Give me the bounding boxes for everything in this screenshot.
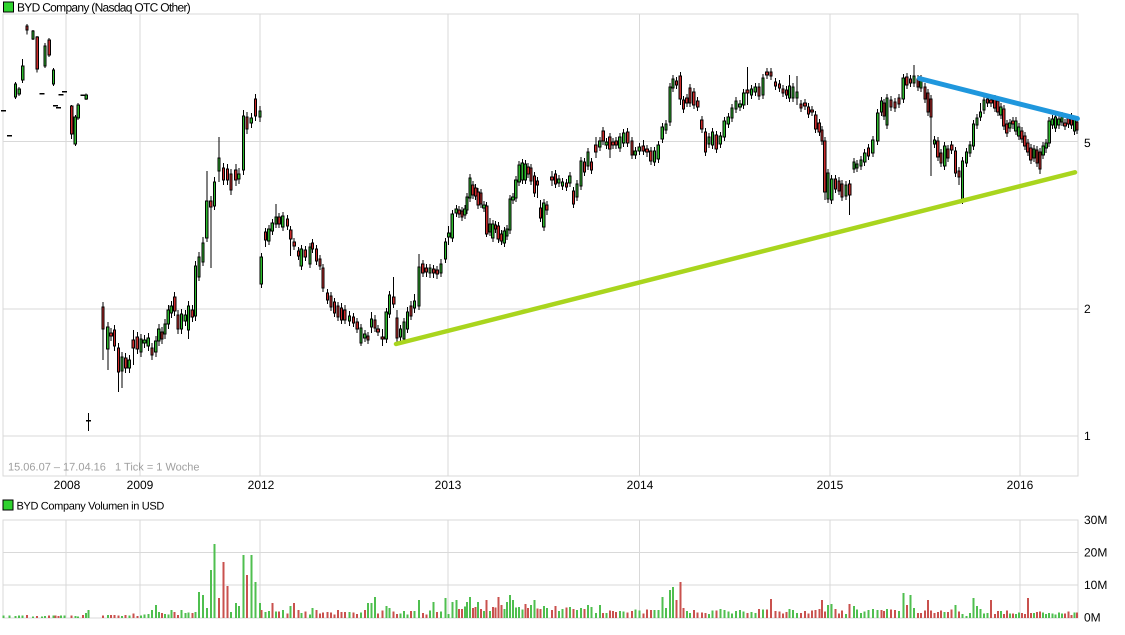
svg-text:0M: 0M xyxy=(1084,611,1101,625)
svg-text:5: 5 xyxy=(1084,136,1091,150)
svg-text:2013: 2013 xyxy=(435,478,462,492)
svg-text:BYD Company (Nasdaq OTC Other): BYD Company (Nasdaq OTC Other) xyxy=(17,1,191,15)
svg-text:15.06.07 – 17.04.16 1 Tick =: 15.06.07 – 17.04.16 1 Tick = 1 Woche xyxy=(8,462,200,474)
svg-text:2016: 2016 xyxy=(1007,478,1034,492)
svg-text:BYD Company Volumen in USD: BYD Company Volumen in USD xyxy=(17,501,165,513)
svg-text:1: 1 xyxy=(1084,429,1091,443)
svg-text:20M: 20M xyxy=(1084,546,1107,560)
svg-text:2014: 2014 xyxy=(627,478,654,492)
svg-text:2015: 2015 xyxy=(817,478,844,492)
svg-text:10M: 10M xyxy=(1084,578,1107,592)
svg-text:2009: 2009 xyxy=(127,478,154,492)
svg-text:2: 2 xyxy=(1084,302,1091,316)
svg-text:2008: 2008 xyxy=(54,478,81,492)
svg-text:30M: 30M xyxy=(1084,513,1107,527)
svg-text:2012: 2012 xyxy=(248,478,275,492)
